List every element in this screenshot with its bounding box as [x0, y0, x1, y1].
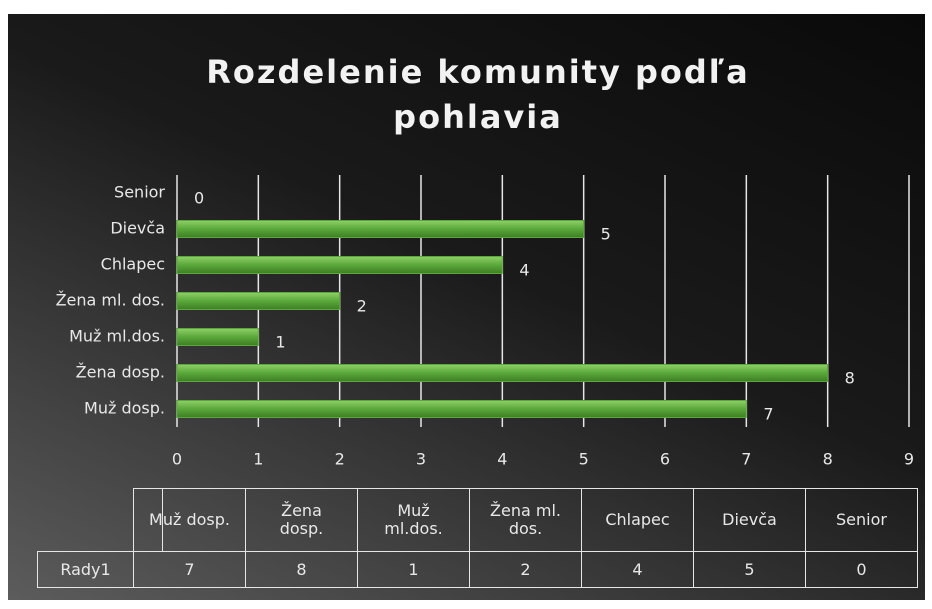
table-header: Chlapec — [581, 488, 694, 552]
y-tick-label: Muž ml.dos. — [69, 327, 165, 346]
x-tick-label: 5 — [579, 450, 589, 469]
table-series-name: Rady1 — [37, 551, 134, 588]
y-tick-label: Senior — [114, 183, 165, 202]
y-tick-label: Dievča — [110, 219, 165, 238]
bar — [176, 292, 341, 310]
x-tick-label: 3 — [416, 450, 426, 469]
table-value: 0 — [805, 551, 918, 588]
table-header: Žena dosp. — [245, 488, 358, 552]
table-value: 4 — [581, 551, 694, 588]
x-tick-label: 7 — [741, 450, 751, 469]
table-value: 1 — [357, 551, 470, 588]
data-label: 0 — [194, 189, 204, 208]
chart: Rozdelenie komunity podľa pohlavia 0 1 2 3 4 5… — [56, 53, 915, 469]
data-label: 1 — [275, 333, 285, 352]
data-label: 5 — [601, 225, 611, 244]
x-tick-label: 4 — [497, 450, 507, 469]
bar — [176, 256, 503, 274]
bar — [176, 220, 585, 238]
data-label: 7 — [763, 405, 773, 424]
table-value: 2 — [469, 551, 582, 588]
bar — [176, 328, 259, 346]
y-tick-label: Žena ml. dos. — [56, 291, 165, 310]
table-header: Dievča — [693, 488, 806, 552]
bar — [176, 364, 829, 382]
x-tick-label: 8 — [823, 450, 833, 469]
data-label: 2 — [357, 297, 367, 316]
y-tick-label: Žena dosp. — [76, 363, 165, 382]
y-tick-label: Chlapec — [101, 255, 165, 274]
table-value: 7 — [133, 551, 246, 588]
table-value: 8 — [245, 551, 358, 588]
table-header: Muž ml.dos. — [357, 488, 470, 552]
x-tick-label: 0 — [172, 450, 182, 469]
table-header: Žena ml. dos. — [469, 488, 582, 552]
x-tick-label: 9 — [904, 450, 914, 469]
x-tick-label: 1 — [253, 450, 263, 469]
table-value: 5 — [693, 551, 806, 588]
y-tick-label: Muž dosp. — [84, 399, 165, 418]
chart-title: Rozdelenie komunity podľa pohlavia — [206, 53, 749, 136]
data-label: 8 — [845, 369, 855, 388]
x-tick-label: 6 — [660, 450, 670, 469]
data-label: 4 — [519, 261, 529, 280]
bar — [176, 400, 747, 418]
table-header: Senior — [805, 488, 918, 552]
x-tick-label: 2 — [335, 450, 345, 469]
table-corner-line — [133, 488, 163, 552]
